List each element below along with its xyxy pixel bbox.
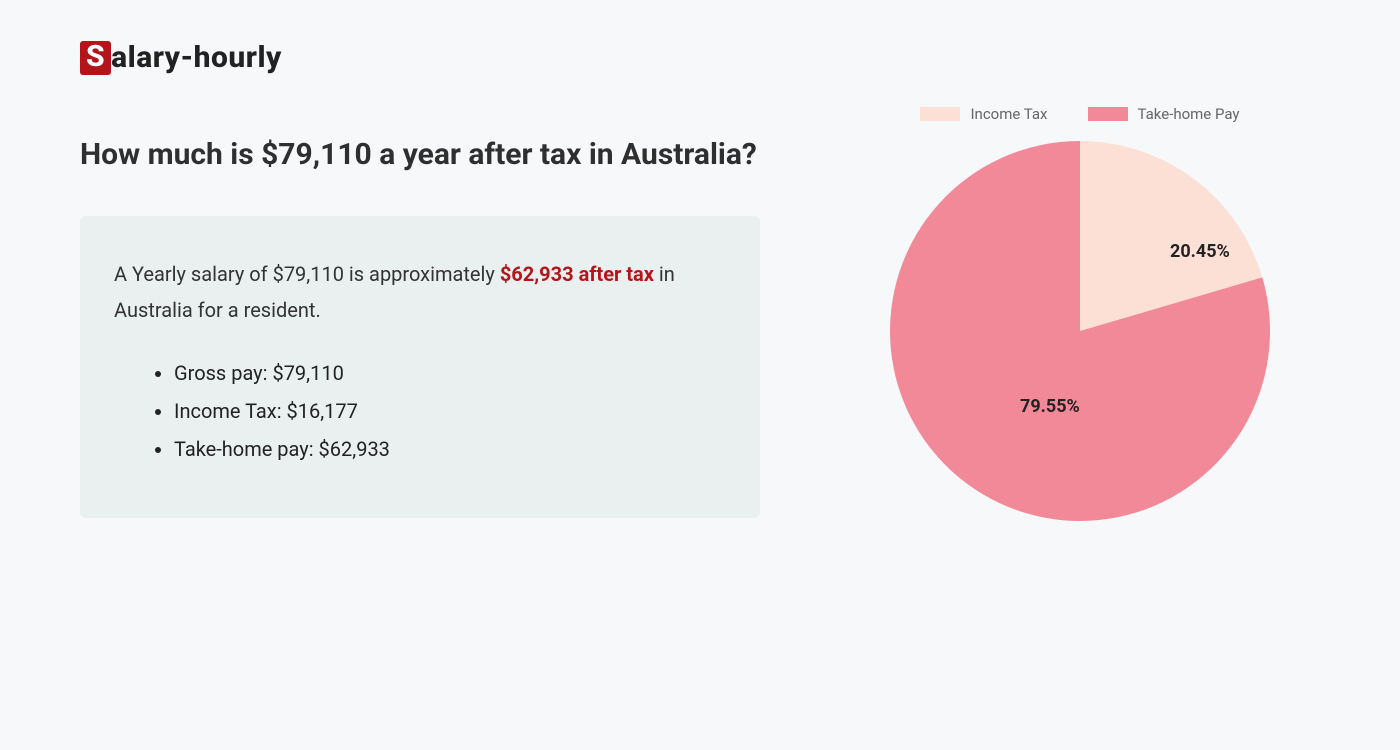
page-heading: How much is $79,110 a year after tax in … [80,135,760,176]
legend-label-income-tax: Income Tax [970,105,1047,123]
bullet-tax: Income Tax: $16,177 [174,392,726,430]
legend-item-income-tax: Income Tax [920,105,1047,123]
legend-swatch-takehome [1088,107,1128,121]
bullet-takehome: Take-home pay: $62,933 [174,430,726,468]
site-logo: Salary-hourly [80,40,282,75]
pie-label-income-tax: 20.45% [1170,241,1230,262]
summary-box: A Yearly salary of $79,110 is approximat… [80,216,760,518]
pie-label-takehome: 79.55% [1020,396,1080,417]
summary-sentence: A Yearly salary of $79,110 is approximat… [114,256,726,328]
summary-pre: A Yearly salary of $79,110 is approximat… [114,262,500,286]
main-content: How much is $79,110 a year after tax in … [80,135,1320,521]
summary-bullets: Gross pay: $79,110 Income Tax: $16,177 T… [114,354,726,468]
logo-rest: alary-hourly [111,40,282,75]
logo-prefix: S [80,41,111,75]
pie-svg [890,141,1270,521]
legend-item-takehome: Take-home Pay [1088,105,1240,123]
legend-label-takehome: Take-home Pay [1138,105,1240,123]
chart-column: Income Tax Take-home Pay 20.45% 79.55% [870,105,1290,521]
bullet-gross: Gross pay: $79,110 [174,354,726,392]
pie-chart: 20.45% 79.55% [890,141,1270,521]
left-column: How much is $79,110 a year after tax in … [80,135,760,518]
pie-legend: Income Tax Take-home Pay [870,105,1290,123]
summary-highlight: $62,933 after tax [500,262,654,286]
legend-swatch-income-tax [920,107,960,121]
